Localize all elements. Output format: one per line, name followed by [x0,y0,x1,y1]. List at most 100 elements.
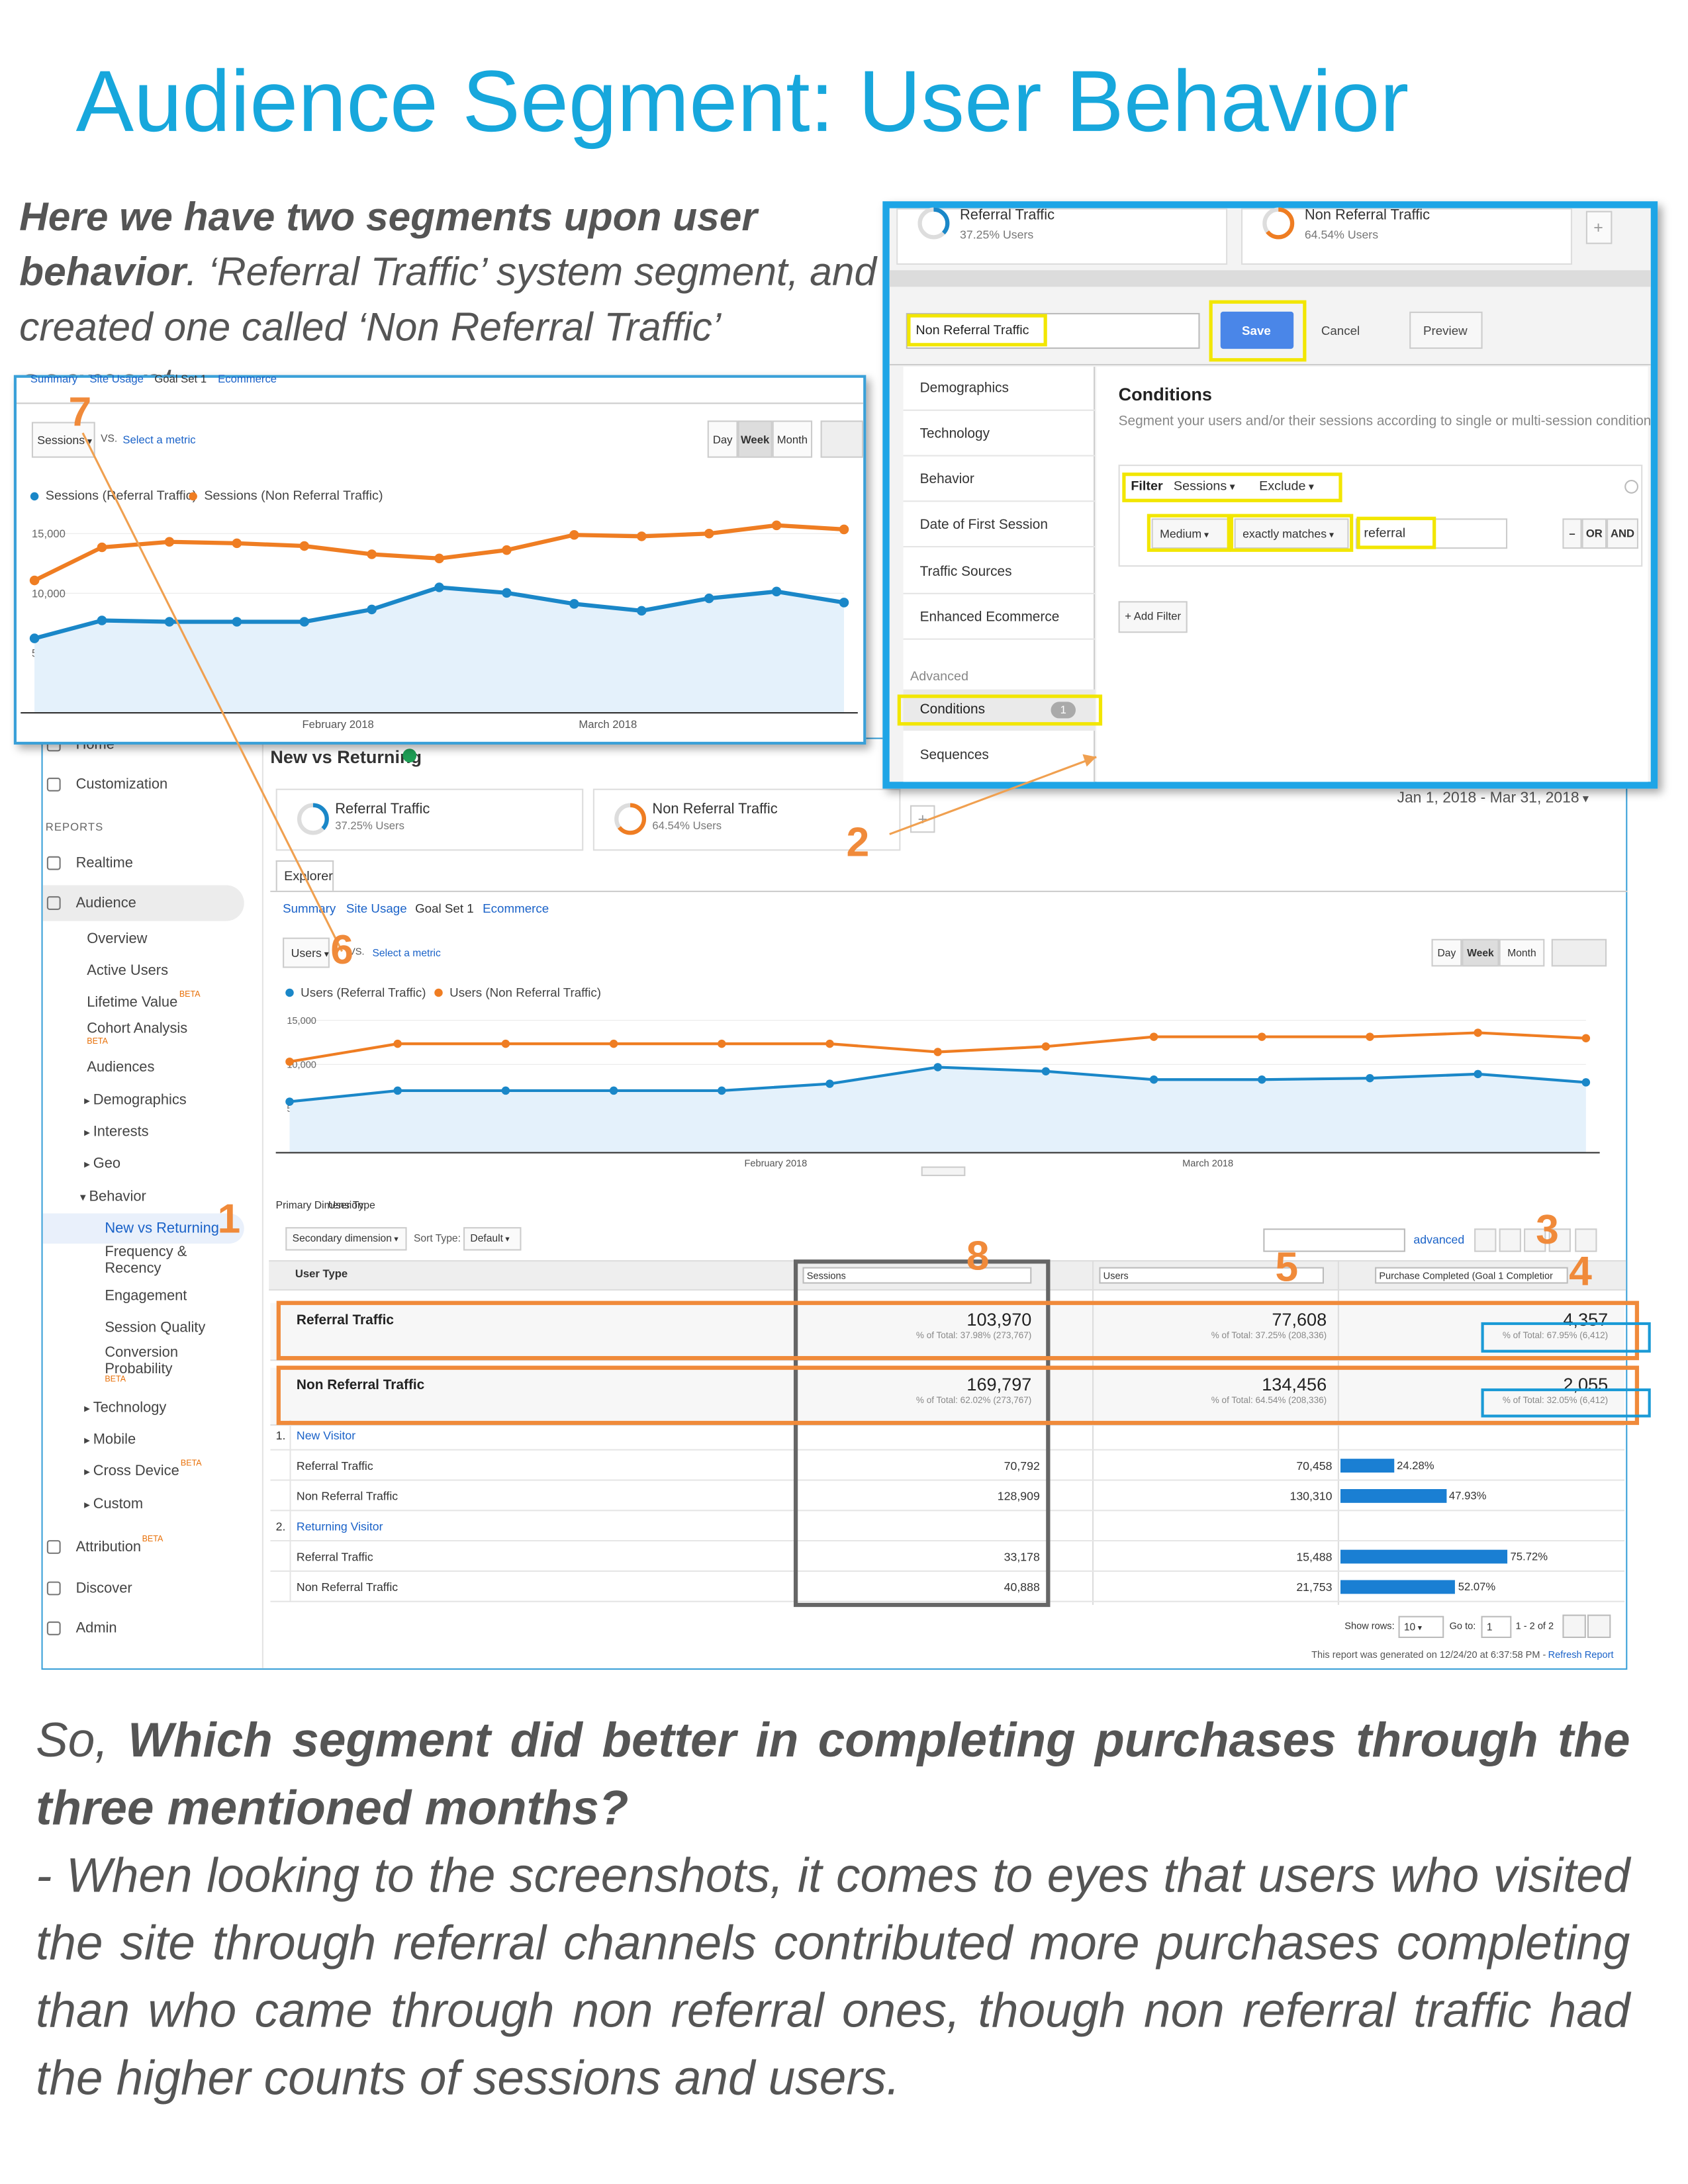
add-segment[interactable] [1585,210,1613,244]
nav-item[interactable]: Cross Device [84,1463,179,1479]
chart-type[interactable] [1551,938,1607,967]
filter-button[interactable] [1607,518,1638,549]
add-filter-label[interactable]: + Add Filter [1125,610,1182,623]
save-label[interactable]: Save [1242,324,1271,338]
nav-item[interactable]: Realtime [75,854,133,872]
filter-value[interactable]: Medium [1160,527,1209,541]
filter-input-value[interactable]: referral [1364,525,1406,541]
view-button[interactable] [1474,1228,1497,1252]
period-label[interactable]: Week [740,433,770,446]
page-value[interactable]: 1 [1486,1620,1493,1633]
segment-card[interactable] [896,208,1228,265]
period-button[interactable] [772,420,813,458]
segment-card[interactable] [1241,208,1572,265]
period-label[interactable]: Day [1437,946,1456,959]
add-segment-label[interactable]: + [1593,218,1603,238]
nav-item[interactable]: Demographics [84,1092,187,1109]
cancel-label[interactable]: Cancel [1321,324,1360,338]
period-button[interactable] [1431,938,1462,967]
nav-item[interactable]: Frequency & Recency [105,1244,187,1277]
menu-item[interactable]: Technology [919,426,990,442]
subtab[interactable]: Goal Set 1 [415,901,474,916]
nav-item[interactable]: Custom [84,1496,143,1512]
metric-label[interactable]: Users [291,946,329,960]
view-button[interactable] [1548,1228,1571,1252]
period-label[interactable]: Week [1467,946,1494,959]
nav-item[interactable]: REPORTS [45,821,104,834]
nav-item[interactable]: Discover [75,1580,132,1597]
group-label[interactable]: New Visitor [296,1428,356,1443]
nav-item[interactable]: Mobile [84,1432,136,1448]
period-button[interactable] [707,420,738,458]
menu-item[interactable]: Demographics [919,381,1009,396]
preview-button[interactable] [1409,311,1483,349]
nav-item[interactable]: Technology [84,1400,167,1416]
nav-item[interactable]: Lifetime Value [87,994,178,1011]
period-label[interactable]: Month [1507,946,1536,959]
view-button[interactable] [1524,1228,1546,1252]
menu-item[interactable]: Date of First Session [919,518,1048,533]
sort-value[interactable]: Default [470,1232,509,1244]
filter-scope[interactable]: Sessions [1174,479,1235,494]
filter-button[interactable] [1581,518,1607,549]
preview-label[interactable]: Preview [1423,324,1468,338]
period-label[interactable]: Month [776,433,808,446]
period-button[interactable] [1499,938,1545,967]
nav-item[interactable]: Active Users [87,962,169,979]
date-range[interactable]: Jan 1, 2018 - Mar 31, 2018 [1397,790,1589,807]
nav-item[interactable]: Admin [75,1619,117,1637]
filter-button-label[interactable]: – [1569,527,1575,540]
nav-item[interactable]: Interests [84,1124,149,1140]
column-header[interactable]: Users [1103,1271,1129,1282]
segment-card[interactable] [275,788,584,851]
nav-item[interactable]: Conversion Probability [105,1344,179,1378]
secondary-label[interactable]: Secondary dimension [293,1232,399,1244]
menu-item[interactable]: Traffic Sources [919,565,1012,580]
filter-button-label[interactable]: AND [1610,527,1635,540]
page-input[interactable] [1481,1615,1512,1638]
period-button[interactable] [1462,938,1499,967]
nav-item[interactable]: Cohort Analysis [87,1020,188,1037]
group-label[interactable]: Returning Visitor [296,1519,383,1533]
column-select[interactable] [1375,1267,1568,1284]
prev-button[interactable] [1562,1614,1586,1638]
nav-item[interactable]: Overview [87,931,148,948]
filter-mode[interactable]: Exclude [1259,479,1314,494]
subtab[interactable]: Site Usage [346,901,407,916]
column-header[interactable]: Sessions [806,1271,846,1282]
metric-label[interactable]: Sessions [37,433,92,447]
refresh-link[interactable]: Refresh Report [1548,1651,1614,1661]
subtab[interactable]: Summary [283,901,336,916]
select-metric[interactable]: Select a metric [372,946,441,959]
search-box[interactable] [1263,1228,1405,1252]
filter-value[interactable]: exactly matches [1243,527,1334,541]
chart-resize[interactable] [921,1166,966,1177]
nav-item[interactable]: Behavior [80,1189,146,1205]
menu-item[interactable]: Enhanced Ecommerce [919,610,1060,625]
filter-button-label[interactable]: OR [1585,527,1603,540]
add-filter-button[interactable] [1118,601,1188,633]
chart-type[interactable] [820,420,864,458]
nav-item[interactable]: Audience [75,895,136,912]
remove-icon[interactable] [1624,480,1638,494]
menu-item[interactable]: Behavior [919,472,974,488]
select-metric[interactable]: Select a metric [122,433,196,446]
period-button[interactable] [737,420,773,458]
nav-item[interactable]: Audiences [87,1059,155,1075]
nav-item[interactable]: Session Quality [105,1319,206,1336]
column-header[interactable]: Purchase Completed (Goal 1 Completions) [1379,1271,1553,1282]
rows-value[interactable]: 10 [1404,1621,1422,1633]
menu-item[interactable]: Sequences [919,748,989,764]
menu-item[interactable]: Conditions [919,702,986,718]
advanced-link[interactable]: advanced [1413,1232,1465,1247]
segment-name-value[interactable]: Non Referral Traffic [915,323,1029,339]
add-segment-label[interactable]: + [917,809,928,829]
nav-item[interactable]: Geo [84,1156,120,1172]
tab-label[interactable]: Explorer [284,869,333,885]
nav-item[interactable]: Engagement [105,1287,187,1304]
view-button[interactable] [1575,1228,1597,1252]
subtab[interactable]: Ecommerce [483,901,549,916]
period-label[interactable]: Day [712,433,733,446]
view-button[interactable] [1499,1228,1521,1252]
nav-item[interactable]: Attribution [75,1539,142,1555]
